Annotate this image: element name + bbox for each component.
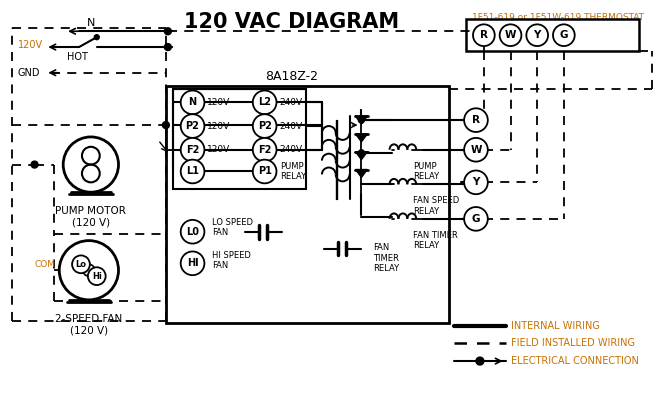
Text: LO SPEED
FAN: LO SPEED FAN (212, 218, 253, 238)
Text: W: W (505, 30, 517, 40)
Circle shape (358, 117, 364, 123)
Text: PUMP
RELAY: PUMP RELAY (413, 162, 439, 181)
Text: Lo: Lo (76, 260, 86, 269)
Text: W: W (470, 145, 482, 155)
Text: 240V: 240V (279, 122, 303, 131)
Text: Hi: Hi (92, 272, 102, 281)
Text: N: N (188, 97, 196, 107)
Text: F2: F2 (186, 145, 199, 155)
Text: Y: Y (472, 177, 480, 187)
Circle shape (464, 138, 488, 162)
Text: G: G (559, 30, 568, 40)
Bar (173, 88, 306, 189)
Text: G: G (472, 214, 480, 224)
Text: HOT: HOT (67, 52, 88, 62)
Text: COM: COM (34, 260, 56, 269)
Circle shape (31, 161, 38, 168)
Circle shape (164, 44, 172, 51)
Text: P1: P1 (258, 166, 271, 176)
Text: PUMP
RELAY: PUMP RELAY (281, 162, 307, 181)
Circle shape (464, 171, 488, 194)
Text: N: N (87, 18, 95, 28)
Circle shape (253, 138, 277, 162)
Bar (166, 85, 450, 323)
Text: FAN SPEED
RELAY: FAN SPEED RELAY (413, 196, 459, 215)
Text: P2: P2 (258, 121, 271, 131)
Text: FAN
TIMER
RELAY: FAN TIMER RELAY (373, 243, 399, 273)
Circle shape (358, 150, 364, 156)
Text: Y: Y (533, 30, 541, 40)
Text: 8A18Z-2: 8A18Z-2 (265, 70, 318, 83)
Circle shape (527, 24, 548, 46)
Circle shape (72, 256, 90, 273)
Text: 240V: 240V (279, 98, 303, 107)
Text: 120 VAC DIAGRAM: 120 VAC DIAGRAM (184, 11, 399, 31)
Text: R: R (472, 115, 480, 125)
Circle shape (94, 35, 99, 40)
Circle shape (476, 357, 484, 365)
Text: F2: F2 (258, 145, 271, 155)
Circle shape (181, 91, 204, 114)
Circle shape (164, 28, 172, 35)
Circle shape (464, 108, 488, 132)
Text: 240V: 240V (279, 145, 303, 154)
Text: 120V: 120V (208, 98, 230, 107)
Bar (466, 19, 639, 51)
Text: 120V: 120V (208, 122, 230, 131)
Text: FAN TIMER
RELAY: FAN TIMER RELAY (413, 231, 458, 250)
Text: GND: GND (18, 68, 40, 78)
Text: PUMP MOTOR
(120 V): PUMP MOTOR (120 V) (56, 206, 126, 228)
Text: ELECTRICAL CONNECTION: ELECTRICAL CONNECTION (511, 356, 639, 366)
Polygon shape (356, 116, 367, 124)
Text: 2-SPEED FAN
(120 V): 2-SPEED FAN (120 V) (55, 314, 123, 335)
Text: HI SPEED
FAN: HI SPEED FAN (212, 251, 251, 270)
Circle shape (553, 24, 575, 46)
Text: R: R (480, 30, 488, 40)
Circle shape (500, 24, 521, 46)
Circle shape (253, 114, 277, 138)
Circle shape (181, 160, 204, 184)
Polygon shape (356, 170, 367, 177)
Text: 120V: 120V (18, 40, 43, 50)
Circle shape (88, 267, 106, 285)
Circle shape (253, 91, 277, 114)
Circle shape (253, 160, 277, 184)
Text: INTERNAL WIRING: INTERNAL WIRING (511, 321, 600, 331)
Text: L1: L1 (186, 166, 199, 176)
Text: P2: P2 (186, 121, 200, 131)
Circle shape (181, 138, 204, 162)
Text: 1F51-619 or 1F51W-619 THERMOSTAT: 1F51-619 or 1F51W-619 THERMOSTAT (472, 13, 644, 23)
Circle shape (162, 122, 170, 129)
Circle shape (181, 220, 204, 243)
Text: 120V: 120V (208, 145, 230, 154)
Text: L0: L0 (186, 227, 199, 237)
Text: HI: HI (187, 259, 198, 268)
Polygon shape (356, 152, 367, 160)
Circle shape (473, 24, 494, 46)
Circle shape (181, 114, 204, 138)
Circle shape (181, 251, 204, 275)
Circle shape (464, 207, 488, 231)
Text: L2: L2 (258, 97, 271, 107)
Polygon shape (356, 134, 367, 142)
Text: FIELD INSTALLED WIRING: FIELD INSTALLED WIRING (511, 338, 634, 348)
